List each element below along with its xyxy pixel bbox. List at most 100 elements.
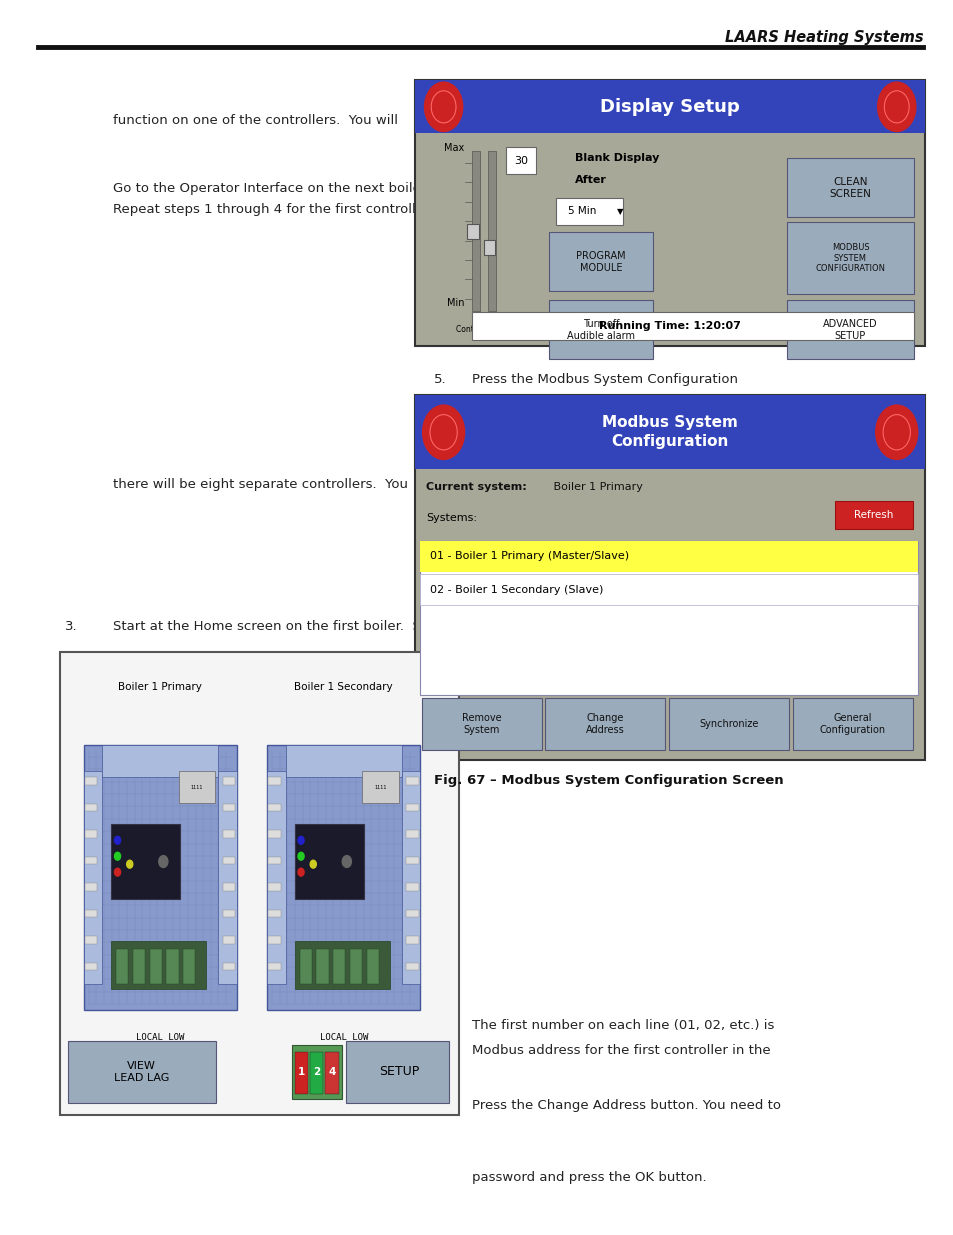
Bar xyxy=(223,777,234,784)
Text: Press the Modbus System Configuration: Press the Modbus System Configuration xyxy=(472,373,738,387)
Bar xyxy=(268,910,280,918)
Bar xyxy=(406,830,418,837)
Bar xyxy=(415,80,924,346)
Text: password and press the OK button.: password and press the OK button. xyxy=(472,1171,706,1184)
Bar xyxy=(786,300,913,359)
Text: function on one of the controllers.  You will: function on one of the controllers. You … xyxy=(112,114,397,127)
Text: Start at the Home screen on the first boiler.  See: Start at the Home screen on the first bo… xyxy=(112,620,436,634)
Bar xyxy=(68,1041,215,1103)
Bar xyxy=(60,652,458,1115)
Text: Modbus System
Configuration: Modbus System Configuration xyxy=(601,415,738,450)
Text: 02 - Boiler 1 Secondary (Slave): 02 - Boiler 1 Secondary (Slave) xyxy=(430,584,603,595)
Circle shape xyxy=(310,861,316,868)
Text: there will be eight separate controllers.  You: there will be eight separate controllers… xyxy=(112,478,407,492)
Bar xyxy=(267,745,419,1010)
Circle shape xyxy=(297,836,304,845)
Bar xyxy=(419,574,917,605)
Circle shape xyxy=(877,83,915,132)
Text: 01 - Boiler 1 Primary (Master/Slave): 01 - Boiler 1 Primary (Master/Slave) xyxy=(430,551,629,562)
Bar xyxy=(223,830,234,837)
Text: 5 Min: 5 Min xyxy=(567,206,596,216)
Bar xyxy=(218,771,236,983)
Text: 30: 30 xyxy=(514,156,527,165)
Bar xyxy=(472,151,479,311)
Bar xyxy=(132,950,145,983)
Bar xyxy=(668,698,788,750)
Bar xyxy=(102,745,218,777)
Bar xyxy=(548,232,653,291)
Bar xyxy=(556,198,622,225)
Bar xyxy=(299,950,312,983)
Bar xyxy=(415,80,924,133)
Bar xyxy=(792,698,912,750)
Text: Synchronize: Synchronize xyxy=(699,719,758,729)
Circle shape xyxy=(158,856,168,867)
Bar xyxy=(223,910,234,918)
Bar xyxy=(406,804,418,811)
Text: Modbus address for the first controller in the: Modbus address for the first controller … xyxy=(472,1044,770,1057)
Bar xyxy=(268,830,280,837)
Bar xyxy=(84,771,102,983)
Bar xyxy=(178,771,215,803)
Text: VIEW
LEAD LAG: VIEW LEAD LAG xyxy=(113,1061,169,1083)
Bar xyxy=(406,963,418,971)
Bar xyxy=(112,825,180,899)
Text: Remove
System: Remove System xyxy=(461,713,501,735)
Text: Go to the Operator Interface on the next boiler.: Go to the Operator Interface on the next… xyxy=(112,182,428,195)
Bar xyxy=(84,745,236,1010)
Bar xyxy=(267,771,286,983)
Bar xyxy=(545,698,665,750)
Text: Min: Min xyxy=(447,298,464,308)
Text: 6.: 6. xyxy=(434,1019,446,1032)
Bar xyxy=(333,950,345,983)
Circle shape xyxy=(114,868,120,876)
Bar xyxy=(294,1052,308,1094)
Text: Refresh: Refresh xyxy=(853,510,893,520)
Text: After: After xyxy=(575,175,606,185)
Bar xyxy=(346,1041,449,1103)
Text: Boiler 1 Secondary: Boiler 1 Secondary xyxy=(294,682,393,692)
Bar xyxy=(223,963,234,971)
Text: ▼: ▼ xyxy=(617,206,622,216)
Text: LAARS Heating Systems: LAARS Heating Systems xyxy=(724,30,923,44)
Bar xyxy=(292,1045,341,1099)
Text: Contrast  Volume: Contrast Volume xyxy=(456,325,522,335)
Bar xyxy=(366,950,378,983)
Bar xyxy=(85,857,97,864)
Bar xyxy=(223,936,234,944)
Text: General
Configuration: General Configuration xyxy=(819,713,885,735)
Text: 5.: 5. xyxy=(434,373,446,387)
Bar xyxy=(85,910,97,918)
Text: Boiler 1 Primary: Boiler 1 Primary xyxy=(118,682,202,692)
Bar xyxy=(834,501,912,529)
Bar xyxy=(483,240,495,256)
Bar xyxy=(286,745,401,777)
Bar xyxy=(786,158,913,217)
Bar xyxy=(362,771,398,803)
Circle shape xyxy=(875,405,917,459)
Bar xyxy=(116,950,128,983)
Bar xyxy=(415,395,924,760)
Bar xyxy=(406,936,418,944)
Bar xyxy=(406,910,418,918)
Bar xyxy=(419,541,917,572)
Bar xyxy=(406,777,418,784)
Text: CLEAN
SCREEN: CLEAN SCREEN xyxy=(829,177,870,199)
Bar xyxy=(310,1052,323,1094)
Bar xyxy=(294,941,389,989)
Bar xyxy=(85,883,97,890)
Text: Turn off
Audible alarm: Turn off Audible alarm xyxy=(566,319,635,341)
Circle shape xyxy=(127,861,132,868)
Text: MODBUS
SYSTEM
CONFIGURATION: MODBUS SYSTEM CONFIGURATION xyxy=(815,243,884,273)
Circle shape xyxy=(297,852,304,860)
Text: Boiler 1 Primary: Boiler 1 Primary xyxy=(550,482,642,492)
Bar xyxy=(548,300,653,359)
Circle shape xyxy=(114,836,120,845)
Bar xyxy=(166,950,178,983)
Text: The first number on each line (01, 02, etc.) is: The first number on each line (01, 02, e… xyxy=(472,1019,774,1032)
Bar xyxy=(786,222,913,294)
Bar xyxy=(223,804,234,811)
Bar xyxy=(268,804,280,811)
Text: Repeat steps 1 through 4 for the first controller: Repeat steps 1 through 4 for the first c… xyxy=(112,203,429,216)
Text: Current system:: Current system: xyxy=(426,482,527,492)
